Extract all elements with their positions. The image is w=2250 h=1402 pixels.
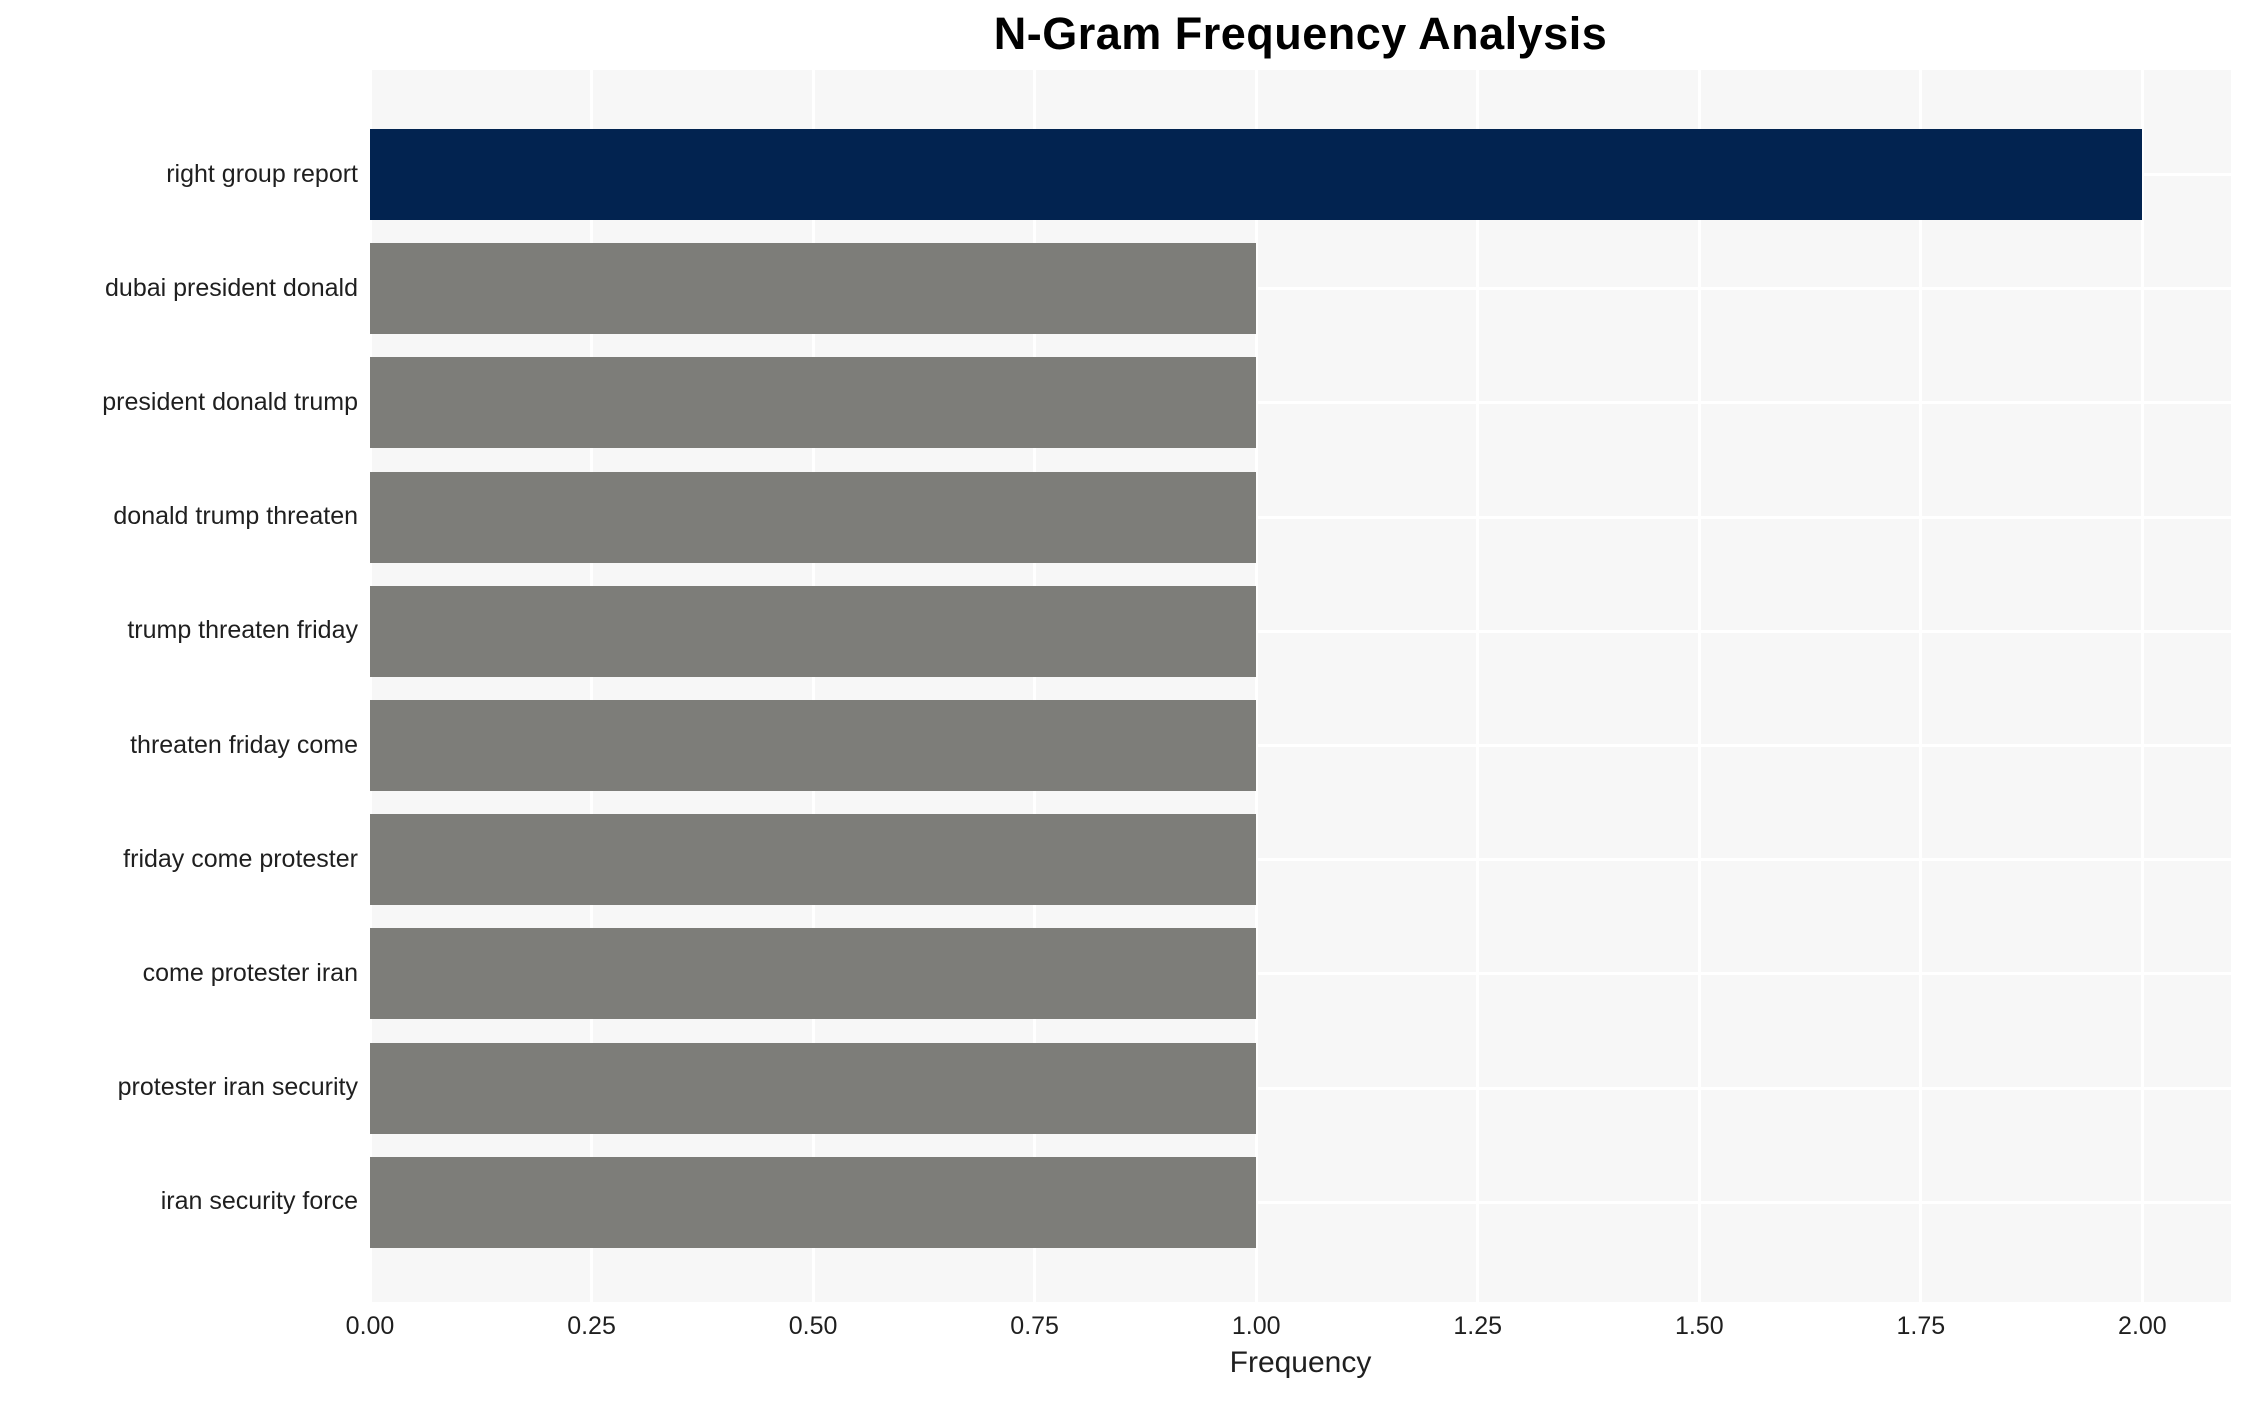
bar-dubai-president-donald — [370, 243, 1257, 335]
x-tick-label: 0.75 — [1010, 1312, 1059, 1340]
x-gridline — [590, 70, 594, 1302]
y-tick-label: protester iran security — [117, 1073, 358, 1102]
x-tick-label: 2.00 — [2118, 1312, 2167, 1340]
x-gridline — [368, 70, 372, 1302]
bar-iran-security-force — [370, 1156, 1257, 1248]
x-gridline — [1919, 70, 1923, 1302]
y-tick-label: dubai president donald — [105, 273, 358, 302]
x-tick-label: 1.50 — [1674, 1312, 1724, 1340]
bar-president-donald-trump — [370, 357, 1257, 449]
y-gridline — [370, 287, 2231, 291]
x-tick-label: 0.00 — [345, 1312, 395, 1340]
x-gridline — [1254, 70, 1258, 1302]
y-tick-label: trump threaten friday — [127, 616, 358, 645]
y-gridline — [370, 1200, 2231, 1204]
y-tick-label: threaten friday come — [130, 730, 358, 759]
x-gridline — [1697, 70, 1701, 1302]
y-gridline — [370, 858, 2231, 862]
x-gridline — [1033, 70, 1037, 1302]
x-tick-label: 0.25 — [567, 1312, 616, 1340]
y-tick-label: friday come protester — [123, 844, 358, 873]
bar-trump-threaten-friday — [370, 585, 1257, 677]
x-axis-title: Frequency — [1229, 1346, 1372, 1379]
y-gridline — [370, 972, 2231, 976]
y-gridline — [370, 629, 2231, 633]
y-tick-label: come protester iran — [142, 958, 358, 987]
bar-threaten-friday-come — [370, 700, 1257, 791]
y-gridline — [370, 515, 2231, 519]
bar-right-group-report — [370, 129, 2143, 220]
x-tick-label: 1.25 — [1453, 1312, 1503, 1340]
x-gridline — [1476, 70, 1480, 1302]
x-tick-label: 1.00 — [1231, 1312, 1281, 1340]
y-gridline — [370, 1086, 2231, 1090]
x-tick-label: 0.50 — [788, 1312, 838, 1340]
x-tick-label: 1.75 — [1896, 1312, 1946, 1340]
chart-title: N-Gram Frequency Analysis — [993, 8, 1608, 59]
y-gridline — [370, 744, 2231, 747]
y-tick-label: president donald trump — [102, 387, 358, 416]
x-gridline — [2140, 70, 2144, 1302]
bar-friday-come-protester — [370, 814, 1257, 906]
y-gridline — [370, 401, 2231, 405]
y-tick-label: right group report — [166, 159, 358, 188]
x-gridline — [811, 70, 815, 1302]
y-tick-label: iran security force — [160, 1187, 358, 1216]
y-tick-label: donald trump threaten — [113, 502, 358, 531]
plot-area — [368, 70, 2231, 1302]
bar-protester-iran-security — [370, 1042, 1257, 1134]
bar-donald-trump-threaten — [370, 471, 1257, 563]
bar-come-protester-iran — [370, 928, 1257, 1020]
